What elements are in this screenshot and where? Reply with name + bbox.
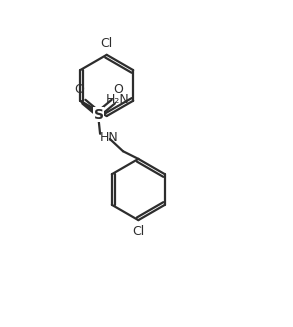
Text: O: O bbox=[113, 83, 123, 96]
Text: HN: HN bbox=[100, 131, 119, 144]
Text: O: O bbox=[74, 83, 84, 96]
Text: Cl: Cl bbox=[132, 225, 144, 238]
Text: S: S bbox=[93, 108, 103, 122]
Text: Cl: Cl bbox=[100, 37, 113, 50]
Text: H₂N: H₂N bbox=[106, 93, 130, 106]
